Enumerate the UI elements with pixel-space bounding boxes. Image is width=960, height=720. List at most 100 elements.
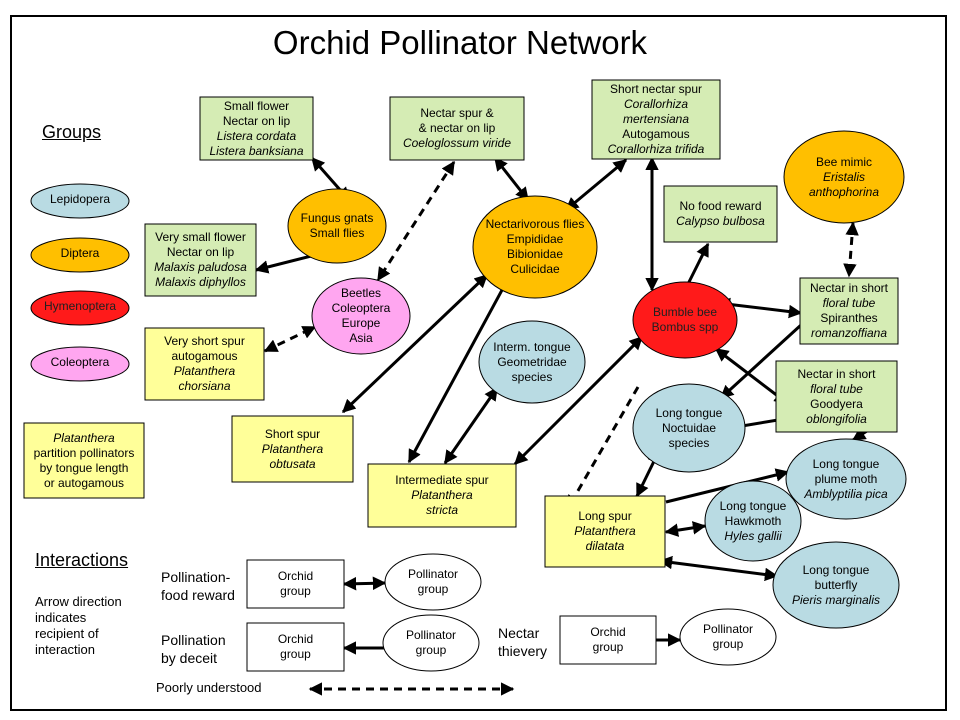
legend-coleoptera [30, 346, 130, 382]
orchid-goodyera [775, 360, 898, 433]
orchid-coeloglossum-line: Coeloglossum viride [402, 136, 512, 150]
orchid-listera-label: Small flower Nectar on lip Listera cordata… [200, 97, 313, 160]
pollinator-plume-moth-line: plume moth [814, 471, 878, 486]
orchid-spiranthes-line: floral tube [822, 296, 876, 310]
pollinator-plume-moth-label: Long tongue plume moth Amblyptilia pica [786, 439, 906, 519]
orchid-spiranthes [799, 277, 899, 345]
pollinator-noctuidae-line: species [668, 435, 710, 450]
orchid-malaxis-line: Nectar on lip [166, 245, 235, 259]
legend-pollinator-group-deceit-line: Pollinator [405, 628, 457, 642]
poorly-understood-label: Poorly understood [156, 680, 262, 695]
pollinator-fungus-gnats-line: Small flies [309, 226, 365, 240]
pollinator-hawkmoth [704, 480, 802, 562]
edge-bumble-bee-dilatata [566, 386, 640, 510]
orchid-platanthera-dilatata-line: dilatata [585, 539, 625, 553]
pollinator-noctuidae [632, 383, 746, 473]
orchid-platanthera-chorsiana-line: Platanthera [173, 364, 236, 378]
orchid-platanthera-dilatata-line: Platanthera [574, 524, 636, 538]
orchid-platanthera-stricta [367, 463, 517, 528]
pollinator-bumble-bee-label: Bumble bee Bombus spp [633, 282, 737, 358]
pollinator-bumble-bee [632, 281, 738, 359]
legend-orchid-group-food-line: Orchid [277, 569, 314, 583]
legend-pollinator-group-thievery-line: group [712, 637, 744, 651]
orchid-platanthera-dilatata-line: Long spur [578, 509, 632, 523]
orchid-listera-line: Small flower [223, 98, 290, 113]
platanthera-note-line: by tongue length [39, 460, 129, 475]
orchid-goodyera-label: Nectar in short floral tube Goodyera oblong… [776, 361, 897, 432]
orchid-platanthera-obtusata-label: Short spur Platanthera obtusata [232, 416, 353, 482]
pollinator-noctuidae-line: Noctuidae [661, 420, 717, 435]
orchid-corallorhiza-line: Short nectar spur [609, 82, 703, 96]
edge-dilatata-hawkmoth [664, 521, 707, 537]
legend-label: Lepidopera [49, 192, 111, 206]
platanthera-note-line: or autogamous [43, 475, 125, 490]
orchid-platanthera-chorsiana-line: Very short spur [164, 334, 245, 348]
edge-coeloglossum-flies [493, 156, 530, 202]
pollinator-nectarivorous-flies-line: Empididae [506, 232, 564, 246]
legend-pollinator-group-thievery [679, 608, 777, 666]
platanthera-note-line: Platanthera [53, 430, 115, 445]
pollinator-nectarivorous-flies-line: Bibionidae [506, 247, 564, 261]
pollinator-beetles-line: Coleoptera [331, 301, 391, 315]
legend-hymenoptera [30, 290, 130, 326]
pollinator-geometridae-line: species [511, 369, 553, 384]
edge-dilatata-butterfly [658, 555, 779, 582]
food-reward-line: food reward [161, 587, 235, 603]
orchid-malaxis-line: Malaxis paludosa [154, 260, 247, 274]
pollinator-bumble-bee-line: Bumble bee [652, 305, 718, 319]
orchid-calypso [663, 185, 778, 243]
orchid-coeloglossum-line: & nectar on lip [418, 121, 496, 135]
platanthera-note-line: partition pollinators [33, 445, 135, 460]
orchid-spiranthes-label: Nectar in short floral tube Spiranthes roma… [800, 278, 898, 344]
thievery-line: thievery [498, 643, 548, 659]
legend-orchid-group-deceit-label: Orchid group [247, 623, 344, 671]
orchid-listera-line: Listera cordata [216, 128, 297, 143]
legend-lepidoptera [30, 183, 130, 219]
pollinator-bee-mimic-label: Bee mimic Eristalis anthophorina [784, 131, 904, 223]
pollinator-plume-moth [785, 438, 907, 520]
orchid-malaxis-label: Very small flower Nectar on lip Malaxis pa… [145, 224, 256, 296]
pollinator-nectarivorous-flies-label: Nectarivorous flies Empididae Bibionidae Cu… [473, 196, 597, 298]
legend-orchid-group-thievery-line: Orchid [590, 625, 626, 639]
orchid-platanthera-chorsiana-line: autogamous [171, 349, 238, 363]
pollinator-plume-moth-line: Amblyptilia pica [804, 486, 888, 501]
edge-chorsiana-beetles [263, 325, 317, 353]
orchid-platanthera-chorsiana-label: Very short spur autogamous Platanthera chor… [145, 328, 264, 400]
orchid-listera-line: Listera banksiana [209, 143, 304, 158]
pollinator-bumble-bee-line: Bombus spp [651, 320, 719, 334]
legend-pollinator-group-deceit [382, 614, 480, 672]
orchid-platanthera-obtusata-line: Short spur [264, 426, 321, 441]
legend-arrow-food-reward [342, 576, 387, 591]
orchid-malaxis-line: Malaxis diphyllos [155, 275, 246, 289]
orchid-calypso-line: No food reward [679, 199, 762, 213]
legend-orchid-group-food [246, 559, 345, 609]
legend-orchid-group-deceit-line: Orchid [277, 632, 314, 646]
pollinator-butterfly-line: Pieris marginalis [791, 592, 881, 607]
deceit-label: Pollination by deceit [161, 631, 226, 667]
orchid-corallorhiza [591, 79, 721, 160]
pollinator-butterfly-line: butterfly [814, 577, 858, 592]
edge-coeloglossum-beetles [376, 160, 456, 282]
legend-pollinator-group-deceit-line: group [415, 643, 447, 657]
orchid-platanthera-dilatata-label: Long spur Platanthera dilatata [545, 496, 665, 567]
edge-bee-mimic-spiranthes [843, 221, 859, 278]
orchid-spiranthes-line: Spiranthes [820, 311, 878, 325]
orchid-goodyera-line: floral tube [810, 381, 863, 396]
orchid-platanthera-chorsiana-line: chorsiana [178, 379, 231, 393]
platanthera-note [23, 422, 145, 499]
legend-pollinator-group-food-label: Pollinator group [385, 554, 481, 610]
edge-stricta-flies [407, 277, 510, 464]
pollinator-hawkmoth-line: Hyles gallii [724, 528, 782, 543]
legend-label: Diptera [60, 246, 100, 260]
orchid-platanthera-obtusata [231, 415, 354, 483]
legend-label: Hymenoptera [43, 299, 117, 313]
orchid-coeloglossum-line: Nectar spur & [420, 106, 494, 120]
pollinator-fungus-gnats [287, 188, 387, 264]
food-reward-line: Pollination- [161, 569, 231, 585]
pollinator-butterfly [772, 541, 900, 629]
explanation-line: recipient of [35, 626, 99, 641]
pollinator-bee-mimic-line: Eristalis [822, 169, 865, 184]
orchid-goodyera-line: Goodyera [810, 396, 863, 411]
pollinator-hawkmoth-line: Hawkmoth [724, 513, 782, 528]
